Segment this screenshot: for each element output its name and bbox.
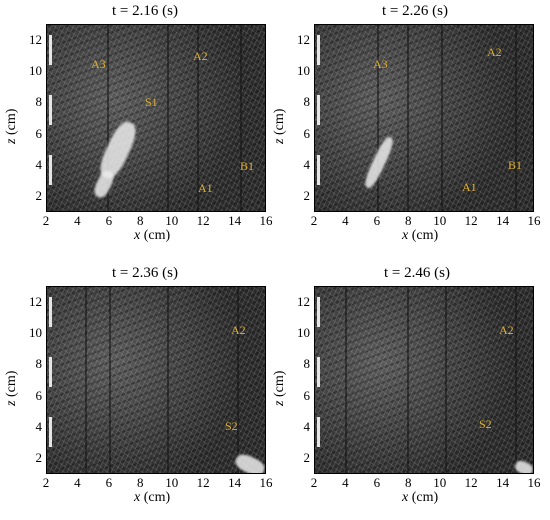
x-tick-label: 8 xyxy=(405,213,412,228)
x-tick-label: 10 xyxy=(165,475,179,490)
y-axis-label: z (cm) xyxy=(272,370,287,406)
x-tick-label: 8 xyxy=(137,213,144,228)
x-tick-label: 4 xyxy=(342,213,349,228)
y-tick-label: 4 xyxy=(303,157,311,172)
y-tick-label: 6 xyxy=(303,125,311,141)
x-tick-label: 4 xyxy=(74,475,81,490)
x-tick-label: 16 xyxy=(527,475,541,490)
x-tick-label: 12 xyxy=(196,213,210,228)
x-tick-label: 2 xyxy=(42,213,50,228)
panel-t236: t = 2.36 (s) A2 S2 2 4 6 8 10 12 14 16 12 10 8 6 4 2 x… xyxy=(0,262,275,520)
y-axis-label: z (cm) xyxy=(272,108,287,144)
x-tick-label: 4 xyxy=(74,213,81,228)
x-tick-label: 10 xyxy=(433,213,447,228)
region-label-a2: A2 xyxy=(487,45,502,59)
panel-title: t = 2.16 (s) xyxy=(112,3,178,19)
y-tick-label: 10 xyxy=(297,63,310,78)
region-label-a3: A3 xyxy=(373,57,388,71)
y-tick-label: 2 xyxy=(303,450,311,466)
panel-t216: t = 2.16 (s) A3 A2 S1 B1 A1 2 4 6 8 10 12 14 16… xyxy=(0,0,275,258)
x-tick-label: 2 xyxy=(310,475,318,490)
region-label-a2: A2 xyxy=(499,323,514,337)
y-tick-label: 12 xyxy=(29,31,42,47)
y-tick-label: 2 xyxy=(303,188,311,204)
y-tick-label: 12 xyxy=(297,31,310,47)
y-tick-label: 2 xyxy=(35,450,43,466)
region-label-s2: S2 xyxy=(479,417,492,431)
x-tick-label: 8 xyxy=(137,475,144,490)
region-label-a2: A2 xyxy=(231,323,246,337)
y-tick-label: 6 xyxy=(303,387,311,403)
x-tick-label: 16 xyxy=(259,213,273,228)
y-tick-label: 8 xyxy=(35,94,43,110)
x-tick-label: 14 xyxy=(496,475,510,490)
x-axis-label: x (cm) xyxy=(402,490,439,505)
x-tick-label: 2 xyxy=(42,475,50,490)
x-tick-label: 16 xyxy=(527,213,541,228)
panel-t246: t = 2.46 (s) A2 S2 2 4 6 8 10 12 14 16 12 10 8 6 4 2 x… xyxy=(268,262,543,520)
panel-title: t = 2.36 (s) xyxy=(112,265,178,281)
x-tick-label: 14 xyxy=(228,213,242,228)
x-tick-label: 8 xyxy=(405,475,412,490)
x-tick-label: 2 xyxy=(310,213,318,228)
x-tick-label: 12 xyxy=(464,213,478,228)
y-tick-label: 10 xyxy=(29,63,42,78)
x-tick-label: 6 xyxy=(373,213,381,228)
x-tick-label: 10 xyxy=(165,213,179,228)
y-axis-label: z (cm) xyxy=(4,108,19,144)
x-tick-label: 6 xyxy=(105,213,113,228)
y-tick-label: 4 xyxy=(303,419,311,434)
x-axis-label: x (cm) xyxy=(134,490,171,505)
y-tick-label: 2 xyxy=(35,188,43,204)
panel-title: t = 2.26 (s) xyxy=(382,3,448,19)
flow-image: A3 A2 S1 B1 A1 xyxy=(46,24,266,212)
x-tick-label: 14 xyxy=(496,213,510,228)
x-tick-label: 10 xyxy=(433,475,447,490)
panel-t226: t = 2.26 (s) A3 A2 B1 A1 2 4 6 8 10 12 14 16 12 1… xyxy=(268,0,543,258)
region-label-a2: A2 xyxy=(193,49,208,63)
x-tick-label: 14 xyxy=(228,475,242,490)
x-tick-label: 12 xyxy=(196,475,210,490)
x-tick-label: 6 xyxy=(105,475,113,490)
y-tick-label: 8 xyxy=(303,356,311,372)
y-tick-label: 10 xyxy=(297,325,310,340)
region-label-b1: B1 xyxy=(240,159,255,173)
y-axis-label: z (cm) xyxy=(4,370,19,406)
region-label-s2: S2 xyxy=(225,419,238,433)
x-tick-label: 4 xyxy=(342,475,349,490)
y-tick-label: 6 xyxy=(35,125,43,141)
region-label-a3: A3 xyxy=(91,57,106,71)
x-axis-label: x (cm) xyxy=(134,228,171,243)
y-tick-label: 4 xyxy=(35,419,43,434)
region-label-b1: B1 xyxy=(508,158,523,172)
region-label-a1: A1 xyxy=(462,180,477,194)
x-tick-label: 6 xyxy=(373,475,381,490)
x-tick-label: 16 xyxy=(259,475,273,490)
y-tick-label: 12 xyxy=(297,293,310,309)
y-tick-label: 8 xyxy=(303,94,311,110)
y-tick-label: 8 xyxy=(35,356,43,372)
x-tick-label: 12 xyxy=(464,475,478,490)
y-tick-label: 10 xyxy=(29,325,42,340)
flow-image: A2 S2 xyxy=(46,286,266,474)
y-tick-label: 6 xyxy=(35,387,43,403)
y-tick-label: 12 xyxy=(29,293,42,309)
y-tick-label: 4 xyxy=(35,157,43,172)
flow-image: A3 A2 B1 A1 xyxy=(314,24,534,212)
x-axis-label: x (cm) xyxy=(402,228,439,243)
panel-title: t = 2.46 (s) xyxy=(384,265,450,281)
region-label-s1: S1 xyxy=(145,95,158,109)
region-label-a1: A1 xyxy=(198,181,213,195)
flow-image: A2 S2 xyxy=(314,286,534,474)
